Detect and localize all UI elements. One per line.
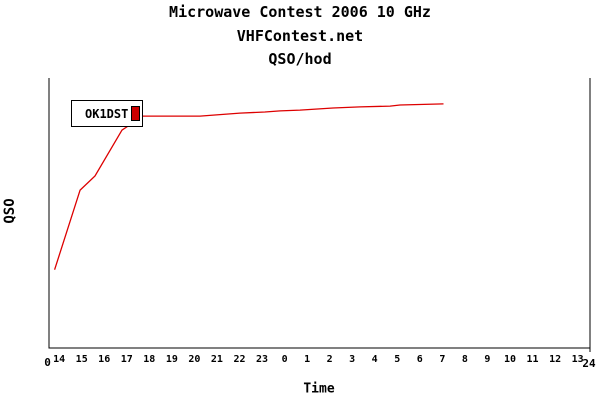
x-tick-label: 1: [304, 354, 310, 365]
x-tick-label: 4: [372, 354, 378, 365]
x-axis-title: Time: [303, 381, 335, 397]
axis-frame: [48, 78, 591, 352]
x-tick-label: 7: [439, 354, 445, 365]
x-tick-label: 3: [349, 354, 355, 365]
x-tick-label: 23: [256, 354, 268, 365]
x-tick-label: 11: [526, 354, 538, 365]
legend-box: OK1DST: [71, 100, 143, 127]
x-tick-label: 19: [166, 354, 178, 365]
x-tick-label: 12: [549, 354, 561, 365]
x-tick-label: 6: [417, 354, 423, 365]
x-tick-label: 14: [53, 354, 65, 365]
x-tick-label: 17: [121, 354, 133, 365]
legend-series-label: OK1DST: [85, 106, 129, 121]
x-tick-label: 16: [98, 354, 110, 365]
chart-subtitle: VHFContest.net: [236, 27, 364, 45]
x-axis-origin-label: 0: [44, 356, 51, 369]
x-axis-end-label: 24: [582, 357, 596, 370]
chart-title: Microwave Contest 2006 10 GHz: [169, 3, 431, 21]
x-tick-label: 8: [462, 354, 468, 365]
x-tick-label: 21: [211, 354, 223, 365]
x-tick-label: 22: [233, 354, 245, 365]
x-tick-label: 5: [394, 354, 400, 365]
series-line-ok1dst: [53, 103, 444, 270]
y-axis-title: QSO: [2, 198, 18, 224]
x-tick-label: 2: [327, 354, 333, 365]
x-tick-label: 15: [76, 354, 88, 365]
chart-metric-label: QSO/hod: [268, 50, 332, 68]
x-tick-label: 18: [143, 354, 155, 365]
x-tick-label: 20: [188, 354, 200, 365]
x-tick-label: 0: [282, 354, 288, 365]
legend-series-marker-icon: [131, 106, 141, 121]
x-tick-label: 9: [484, 354, 490, 365]
x-tick-label: 10: [504, 354, 516, 365]
x-tick-label: 13: [572, 354, 584, 365]
